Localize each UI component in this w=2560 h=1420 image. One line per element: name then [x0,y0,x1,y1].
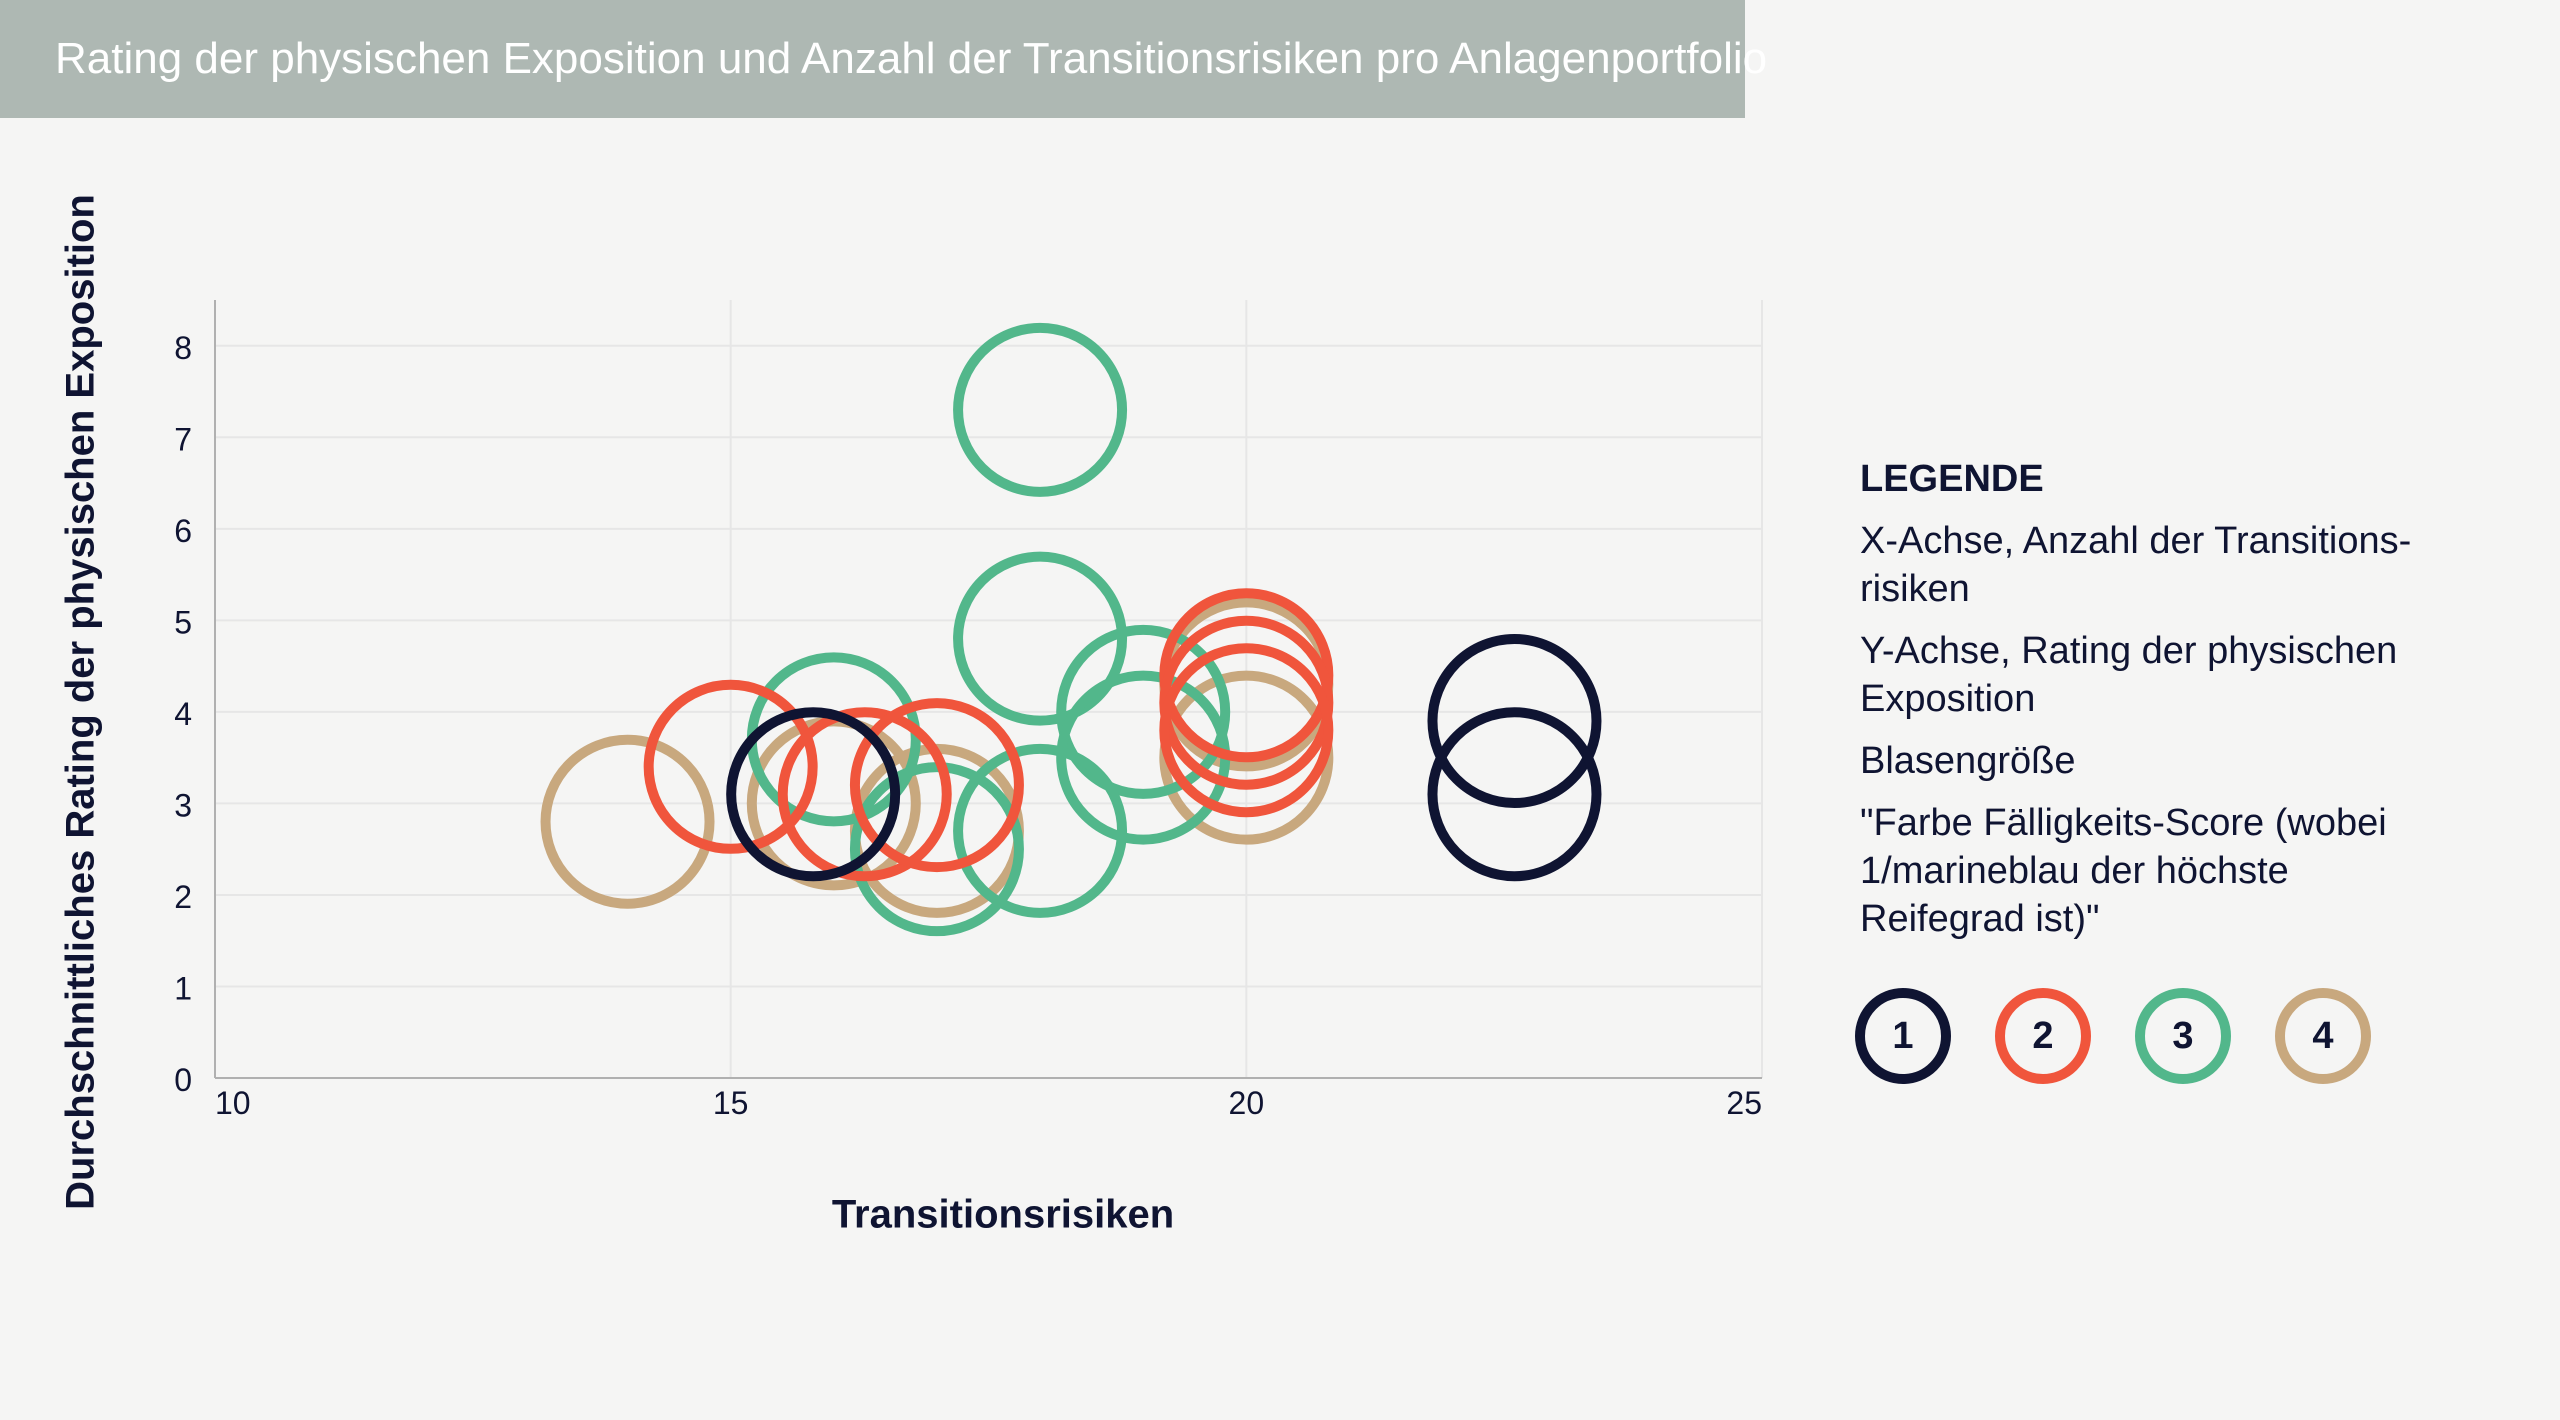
bubble-score-2 [643,679,818,854]
x-tick-label: 25 [1726,1085,1762,1121]
legend-swatch-3: 3 [2135,988,2231,1084]
x-axis-title: Transitionsrisiken [831,1192,1175,1237]
x-tick-label: 20 [1229,1085,1265,1121]
legend: LEGENDE X-Achse, Anzahl der Transitions-… [1860,455,2420,957]
legend-item-x-axis: X-Achse, Anzahl der Transitions-risiken [1860,520,2412,610]
bubble-score-3 [953,551,1128,726]
y-tick-label: 6 [174,513,192,549]
y-tick-label: 5 [174,604,192,640]
y-tick-label: 2 [174,879,192,915]
bubble-score-3 [953,743,1128,918]
y-tick-label: 8 [174,330,192,366]
chart-title: Rating der physischen Exposition und Anz… [55,34,1768,83]
bubble-score-4 [540,734,715,909]
x-tick-label: 10 [215,1085,251,1121]
y-tick-label: 3 [174,787,192,823]
bubble-score-1 [1427,634,1602,809]
y-axis-title: Durchschnittliches Rating der physischen… [58,194,103,1210]
legend-item-bubble-size: Blasengröße [1860,740,2076,782]
y-tick-label: 1 [174,970,192,1006]
legend-swatch-4: 4 [2275,988,2371,1084]
bubble-score-1 [726,707,901,882]
x-tick-label: 15 [713,1085,749,1121]
bubble-score-1 [1427,707,1602,882]
bubble-score-2 [849,698,1024,873]
legend-heading: LEGENDE [1860,458,2044,500]
legend-item-y-axis: Y-Achse, Rating der physischen Expositio… [1860,630,2398,720]
legend-swatch-2: 2 [1995,988,2091,1084]
bubble-score-2 [1159,643,1334,818]
title-bar: Rating der physischen Exposition und Anz… [0,0,1767,118]
y-tick-label: 4 [174,696,192,732]
bubble-score-2 [777,707,952,882]
y-tick-label: 7 [174,421,192,457]
legend-swatch-1: 1 [1855,988,1951,1084]
bubble-score-3 [1056,624,1231,799]
legend-item-color: "Farbe Fälligkeits-Score (wobei 1/marine… [1860,802,2387,940]
legend-swatches: 1 2 3 4 [1855,988,2415,1084]
y-tick-label: 0 [174,1062,192,1098]
bubble-score-3 [953,322,1128,497]
